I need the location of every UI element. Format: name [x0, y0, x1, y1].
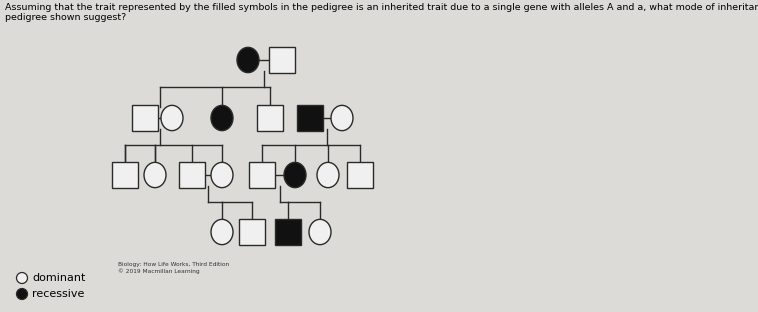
- Text: Assuming that the trait represented by the filled symbols in the pedigree is an : Assuming that the trait represented by t…: [5, 3, 758, 12]
- Bar: [239, 219, 265, 245]
- Circle shape: [17, 272, 27, 284]
- Ellipse shape: [317, 162, 339, 188]
- Bar: [269, 47, 295, 73]
- Ellipse shape: [309, 219, 331, 245]
- Ellipse shape: [284, 162, 306, 188]
- Ellipse shape: [211, 105, 233, 131]
- Text: recessive: recessive: [32, 289, 84, 299]
- Ellipse shape: [331, 105, 353, 131]
- Ellipse shape: [144, 162, 166, 188]
- Ellipse shape: [161, 105, 183, 131]
- Ellipse shape: [211, 162, 233, 188]
- Bar: [132, 105, 158, 131]
- Bar: [249, 162, 275, 188]
- Bar: [257, 105, 283, 131]
- Bar: [347, 162, 373, 188]
- Text: pedigree shown suggest?: pedigree shown suggest?: [5, 13, 127, 22]
- Text: dominant: dominant: [32, 273, 86, 283]
- Ellipse shape: [211, 219, 233, 245]
- Bar: [297, 105, 323, 131]
- Text: Biology: How Life Works, Third Edition
© 2019 Macmillan Learning: Biology: How Life Works, Third Edition ©…: [118, 262, 229, 274]
- Bar: [275, 219, 301, 245]
- Ellipse shape: [237, 47, 259, 73]
- Bar: [112, 162, 138, 188]
- Circle shape: [17, 289, 27, 300]
- Bar: [179, 162, 205, 188]
